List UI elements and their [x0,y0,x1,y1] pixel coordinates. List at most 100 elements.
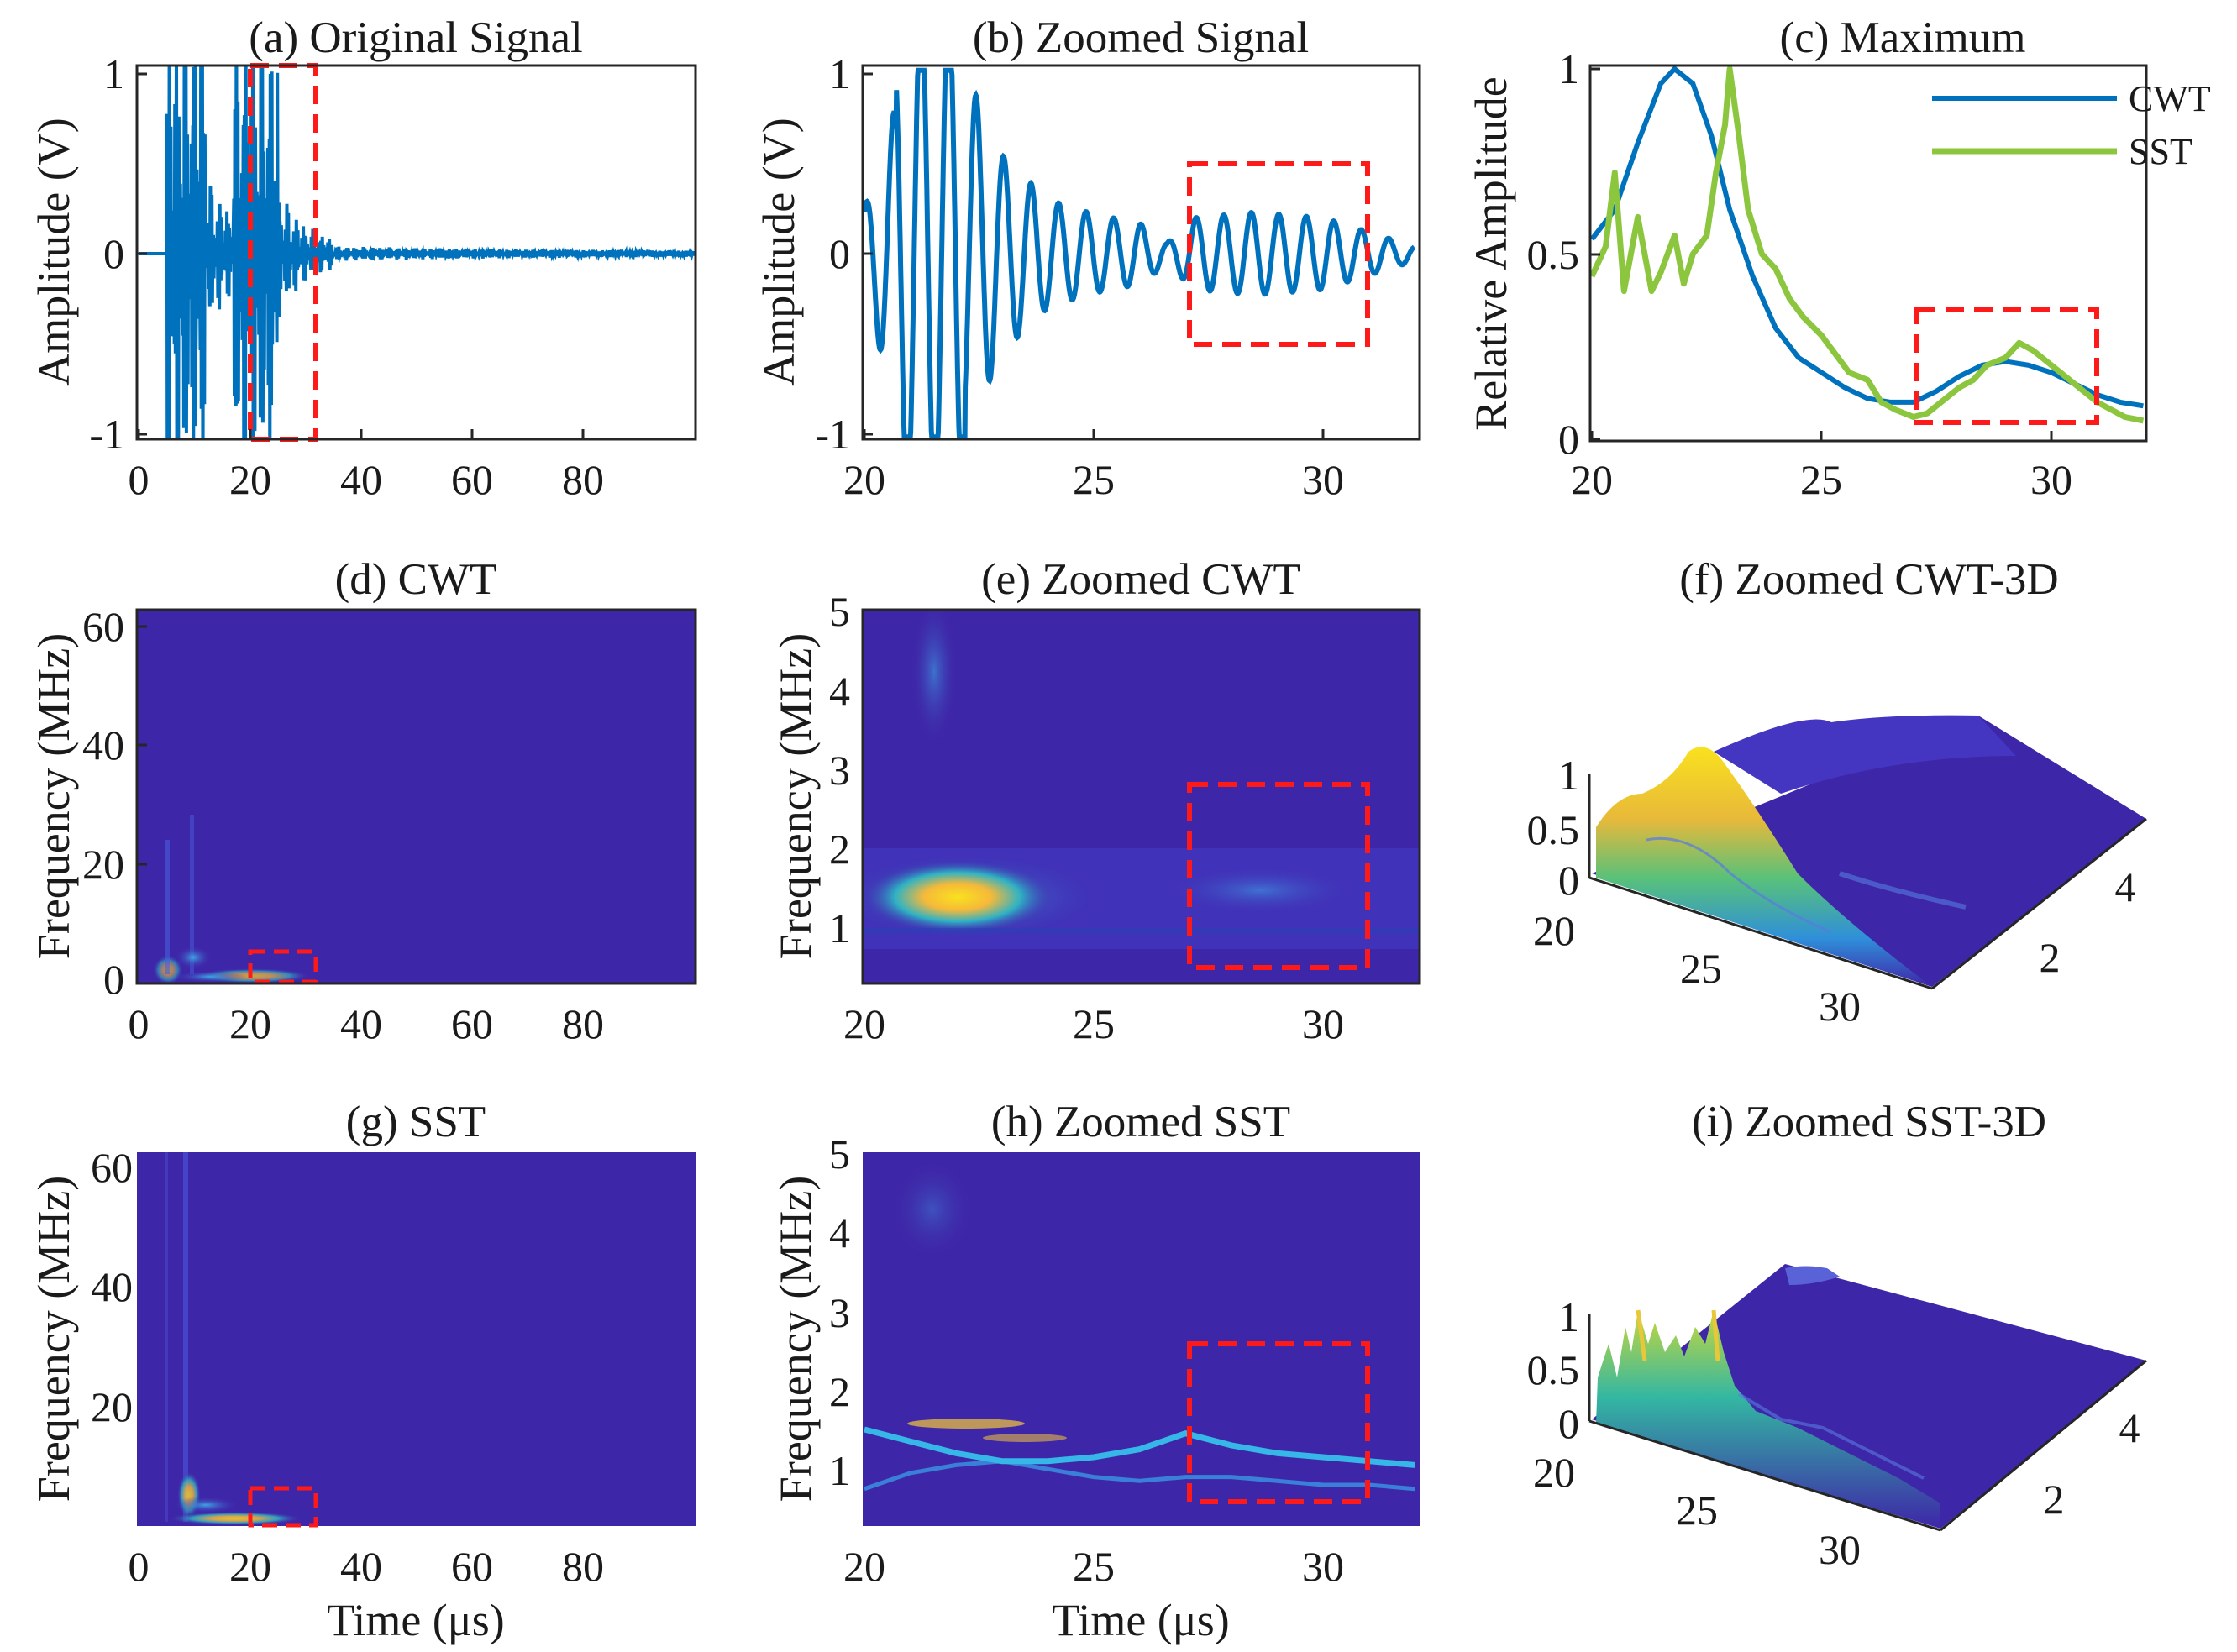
panel-i-surface-ridge [1737,1392,1925,1480]
panel-g-title: (g) SST [346,1098,486,1146]
panel-b-signal-line [863,67,1416,439]
panel-c-legend: CWT SST [1932,78,2211,172]
panel-i: (i) Zoomed SST-3D 1 0.5 0 20 25 30 4 2 [1527,1098,2147,1573]
panel-e-title: (e) Zoomed CWT [981,555,1300,604]
panel-e: (e) Zoomed CWT Frequency (MHz) 5 4 3 2 1… [770,555,1421,1047]
panel-i-ztick: 0 [1558,1400,1579,1447]
panel-a-xtick: 20 [229,456,271,503]
panel-e-hotspot [911,610,958,747]
panel-i-ztick: 1 [1558,1293,1579,1340]
panel-h-title: (h) Zoomed SST [991,1098,1290,1146]
panel-f-xtick: 20 [1533,907,1575,954]
panel-d-ytick: 60 [82,603,124,650]
panel-f-xaxis [1588,876,1933,990]
panel-a-ytick: 1 [103,50,124,97]
panel-f-surface-ridge [1646,836,1832,934]
panel-g-streak [183,1152,188,1522]
panel-f-yaxis [1931,817,2147,990]
panel-d-ylabel: Frequency (MHz) [29,633,79,959]
panel-b-ytick: 0 [829,230,850,277]
panel-i-xtick: 25 [1676,1487,1718,1534]
panel-g-yticks: 60 40 20 [91,1144,133,1430]
panel-d-streak [190,815,194,974]
panel-c-xticks: 20 25 30 [1571,431,2072,503]
panel-f-xtick: 25 [1680,945,1722,992]
panel-h-zoom-box [1187,1341,1370,1504]
panel-h-xticks: 20 25 30 [843,1543,1344,1590]
panel-e-xtick: 30 [1302,1000,1344,1047]
panel-g-zoom-box [248,1486,318,1528]
panel-i-back-ridge [1785,1266,1840,1285]
panel-h-ytick: 1 [829,1447,850,1494]
panel-b-ytick: 1 [829,50,850,97]
panel-f-ytick: 4 [2115,863,2136,910]
panel-g-hotspot [168,1512,302,1525]
panel-c-sst-line [1590,66,2145,424]
panel-a-ytick: 0 [103,230,124,277]
panel-d-hotspot [172,971,248,983]
panel-d-yticks: 60 40 20 0 [82,603,147,1003]
panel-e-ytick: 2 [829,826,850,873]
panel-a-xtick: 60 [451,456,493,503]
panel-a-signal-line [139,66,696,439]
panel-g-hotspot [172,1497,239,1513]
panel-c-zoom-box [1914,307,2099,425]
panel-e-hotspot [863,859,1054,935]
panel-a-title: (a) Original Signal [249,13,582,62]
panel-e-zoom-box [1187,782,1370,970]
panel-g-xtick: 80 [562,1543,604,1590]
panel-a-xtick: 40 [340,456,382,503]
panel-i-xtick: 20 [1533,1449,1575,1496]
panel-f: (f) Zoomed CWT-3D 1 0.5 0 20 25 30 4 2 [1527,555,2147,1030]
panel-g-xticks: 0 20 40 60 80 [129,1543,605,1590]
panel-d-zoom-box [248,949,318,984]
panel-g-ytick: 20 [91,1383,133,1430]
panel-c-xtick: 30 [2030,456,2072,503]
panel-e-ytick: 1 [829,905,850,952]
panel-i-peak-highlight [1636,1309,1720,1361]
panel-b-ytick: -1 [815,411,850,458]
panel-h-ytick: 5 [829,1130,850,1177]
panel-f-ztick: 1 [1558,752,1579,799]
panel-c-title: (c) Maximum [1780,13,2026,62]
legend-cwt-label: CWT [2129,78,2211,119]
panel-h-xtick: 30 [1302,1543,1344,1590]
panel-f-peak-surface [1596,747,1932,987]
panel-i-ytick: 2 [2044,1476,2065,1523]
panel-a: (a) Original Signal Amplitude (V) 1 0 -1… [29,13,697,503]
panel-c-ytick: 1 [1558,45,1579,92]
panel-b-xticks: 20 25 30 [843,429,1344,503]
panel-d-heatmap-bg [137,610,696,983]
panel-c-xtick: 25 [1800,456,1842,503]
panel-h-ytick: 3 [829,1289,850,1336]
panel-c-cwt-line [1590,66,2144,409]
panel-d-axes [135,608,697,985]
panel-h-ytick: 2 [829,1368,850,1415]
panel-g-ytick: 40 [91,1263,133,1310]
panel-a-ytick: -1 [89,411,124,458]
panel-e-ylabel: Frequency (MHz) [770,633,821,959]
panel-g-xtick: 0 [129,1543,150,1590]
panel-g-xtick: 40 [340,1543,382,1590]
panel-i-xtick: 30 [1819,1526,1861,1573]
panel-h-hotspot [983,1434,1067,1442]
panel-d-xtick: 0 [129,1000,150,1047]
panel-h-xtick: 20 [843,1543,885,1590]
panel-h-hotspot [890,1159,974,1260]
panel-i-ticks: 1 0.5 0 20 25 30 4 2 [1527,1293,2140,1573]
panel-d-xtick: 20 [229,1000,271,1047]
legend-sst-label: SST [2129,131,2192,172]
panel-f-surface-ridge [1839,871,1967,910]
panel-h-ridge-primary [864,1426,1415,1468]
panel-c: (c) Maximum Relative Amplitude CWT SST 1… [1466,13,2211,503]
panel-f-xtick: 30 [1819,983,1861,1030]
panel-i-yaxis [1940,1359,2147,1532]
panel-d-hotspot [175,946,212,969]
panel-d-xtick: 60 [451,1000,493,1047]
panel-d-xtick: 80 [562,1000,604,1047]
panel-b-xtick: 30 [1302,456,1344,503]
panel-f-ytick: 2 [2040,934,2061,981]
panel-i-title: (i) Zoomed SST-3D [1692,1098,2046,1146]
panel-c-ytick: 0.5 [1527,231,1580,278]
